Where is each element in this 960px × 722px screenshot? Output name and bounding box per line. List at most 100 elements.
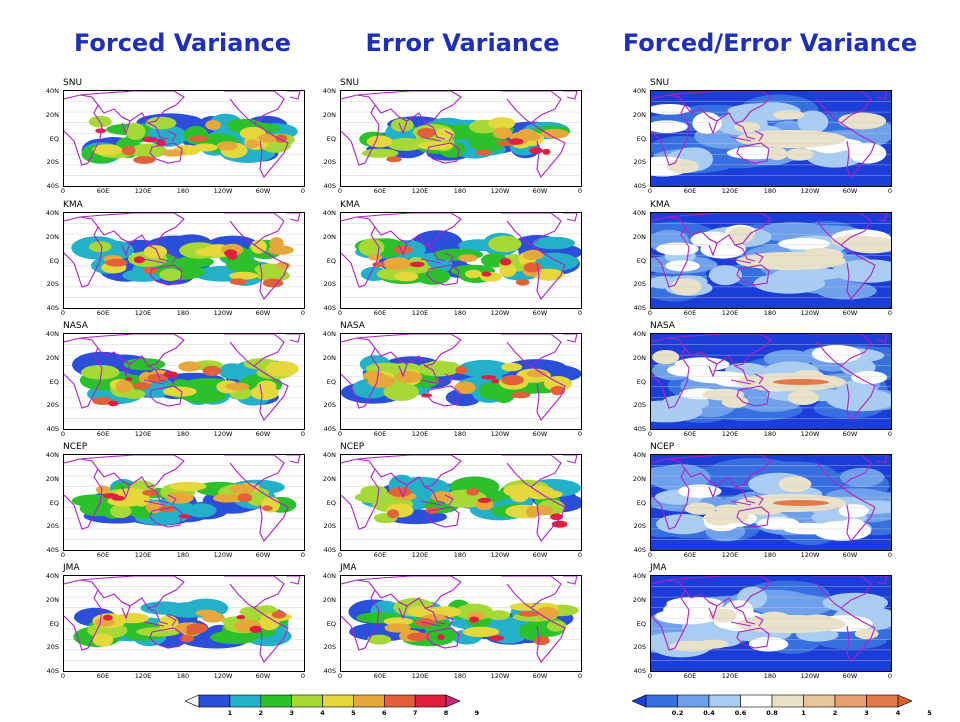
map-panel: SNU 40N 20N EQ 20S 40S 0 60E 120E 180 120W 60W 0 [633,78,905,200]
longitude-tick-label: 60E [683,672,697,680]
coastline [563,576,578,585]
coastline [873,334,888,343]
variance-contour [107,400,119,407]
variance-contour [491,378,499,384]
coastline [530,122,566,178]
ratio-contour [811,345,862,363]
variance-contour [431,491,454,502]
variance-contour [455,366,468,375]
longitude-tick-label: 60E [373,187,387,195]
longitude-tick-label: 120W [213,430,233,438]
coastline [286,455,301,464]
coastline [754,130,764,142]
coastline [736,627,770,649]
ratio-contour [773,267,845,281]
longitude-tick-label: 180 [453,187,467,195]
coastline [708,359,718,378]
coastline [840,122,876,178]
ratio-contour [651,400,703,423]
coastline [811,334,872,367]
variance-contour [179,634,194,643]
map-plot-area [340,212,582,309]
longitude-tick-label: 120W [490,430,510,438]
ratio-contour [797,110,829,134]
coastline [426,264,460,286]
title-forced-variance: Forced Variance [73,29,292,57]
longitude-tick-label: 60W [842,430,858,438]
latitude-tick-label: 40S [323,546,336,554]
map-plot-area [340,454,582,551]
ratio-contour [846,236,891,254]
longitude-tick-label: 60W [842,309,858,317]
map-svg [64,213,304,300]
coastline [651,337,690,409]
latitude-tick-label: EQ [49,134,59,143]
coastline [79,576,185,609]
coastline [736,142,770,164]
variance-contour [390,118,414,132]
longitude-tick-label: 60E [683,309,697,317]
latitude-tick-label: 40S [46,425,59,433]
coastline [736,506,770,528]
model-label: KMA [340,200,360,210]
variance-contour [89,241,112,253]
coastline [224,91,285,124]
map-plot-area [340,575,582,672]
coastline [398,359,408,378]
coastline [666,576,772,609]
latitude-tick-label: 40N [322,330,336,338]
coastline [147,607,169,625]
coastline [811,91,872,124]
variance-contour [163,371,178,378]
variance-contour [225,382,250,391]
variance-contour [229,278,247,285]
longitude-tick-label: 120W [213,551,233,559]
variance-contour [250,239,267,254]
longitude-tick-label: 120E [134,672,152,680]
coastline [143,379,165,385]
ratio-contour [787,390,819,405]
coastline [143,500,165,506]
map-plot-area [63,575,305,672]
latitude-tick-label: 20N [45,110,59,119]
longitude-tick-label: 120E [411,187,429,195]
latitude-tick-label: 40N [45,87,59,95]
coastline [147,122,169,140]
coastline [341,216,380,288]
variance-contour [216,141,238,151]
variance-contour [492,127,513,139]
variance-contour [454,381,476,394]
latitude-tick-label: 20N [322,353,336,362]
variance-contour [249,625,262,633]
coastline [730,136,752,142]
ratio-contour [816,282,877,300]
latitude-tick-label: 40S [323,425,336,433]
latitude-tick-label: 40N [632,209,646,217]
variance-contour [526,369,548,378]
ratio-contour [727,226,755,244]
longitude-tick-label: 0 [577,672,583,680]
map-panel: NCEP 40N 20N EQ 20S 40S 0 60E 120E 180 120W 60W 0 [46,442,318,564]
latitude-tick-label: 20N [632,474,646,483]
map-panel: JMA 40N 20N EQ 20S 40S 0 60E 120E 180 120W 60W 0 [633,563,905,685]
map-plot-area [650,575,892,672]
longitude-tick-label: 60W [842,187,858,195]
longitude-tick-label: 60E [683,430,697,438]
colorbar-tick-label: 0.6 [734,709,747,717]
coastline [420,379,442,385]
latitude-tick-label: 40S [633,667,646,675]
colorbar-swatch [803,694,836,708]
ratio-contour [684,502,717,515]
model-label: SNU [340,78,360,88]
latitude-tick-label: 40S [46,304,59,312]
variance-contour [202,365,221,376]
longitude-tick-label: 60E [373,672,387,680]
coastline [708,116,718,135]
longitude-tick-label: 0 [337,309,343,317]
variance-contour [195,609,218,617]
latitude-tick-label: 20S [323,401,336,410]
variance-contour [480,375,497,380]
variance-contour [81,365,120,380]
longitude-tick-label: 120E [134,187,152,195]
latitude-tick-label: 20N [322,110,336,119]
